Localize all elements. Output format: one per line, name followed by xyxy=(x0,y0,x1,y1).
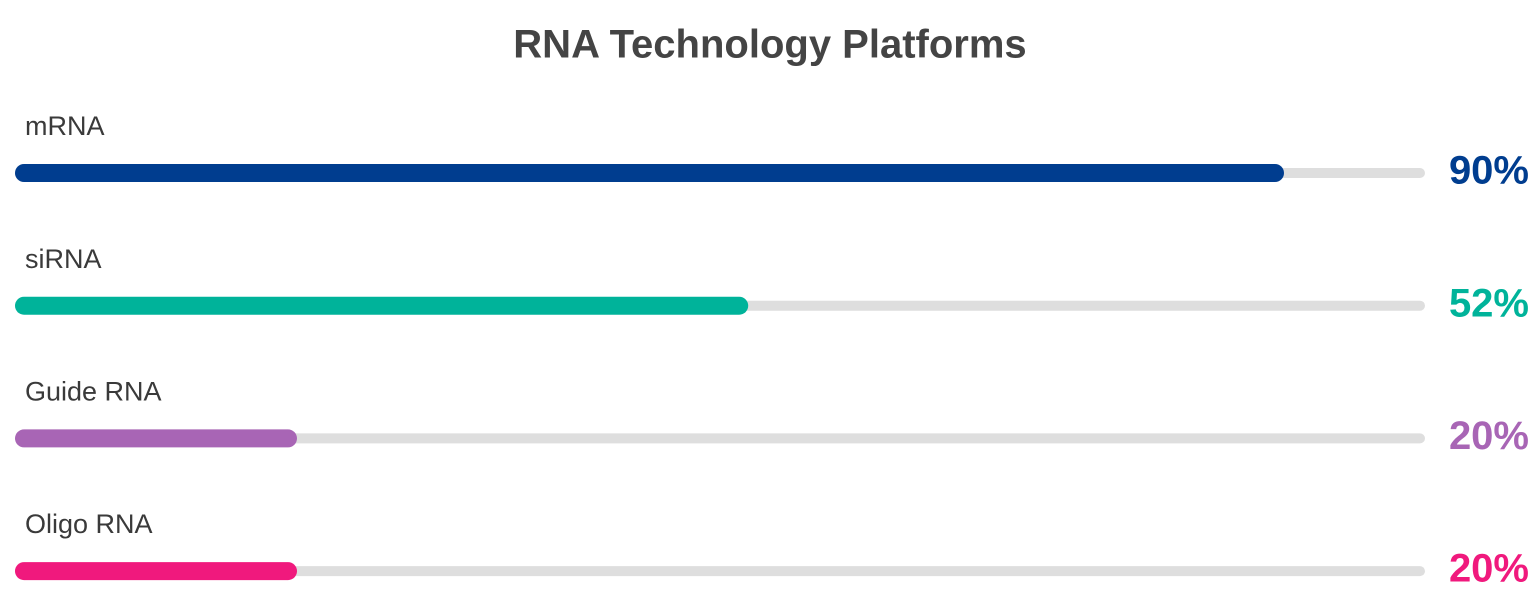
value-label: 20% xyxy=(1449,414,1529,458)
track xyxy=(15,566,1425,577)
category-label: Oligo RNA xyxy=(25,509,153,539)
bar xyxy=(15,562,297,581)
track xyxy=(15,433,1425,444)
category-label: Guide RNA xyxy=(25,377,162,407)
category-label: siRNA xyxy=(25,244,102,274)
bar xyxy=(15,164,1284,182)
value-label: 52% xyxy=(1449,281,1529,325)
chart-title: RNA Technology Platforms xyxy=(513,23,1026,67)
bar xyxy=(15,296,749,315)
bar xyxy=(15,429,297,448)
value-label: 90% xyxy=(1449,149,1529,193)
category-label: mRNA xyxy=(25,111,105,141)
value-label: 20% xyxy=(1449,547,1529,591)
